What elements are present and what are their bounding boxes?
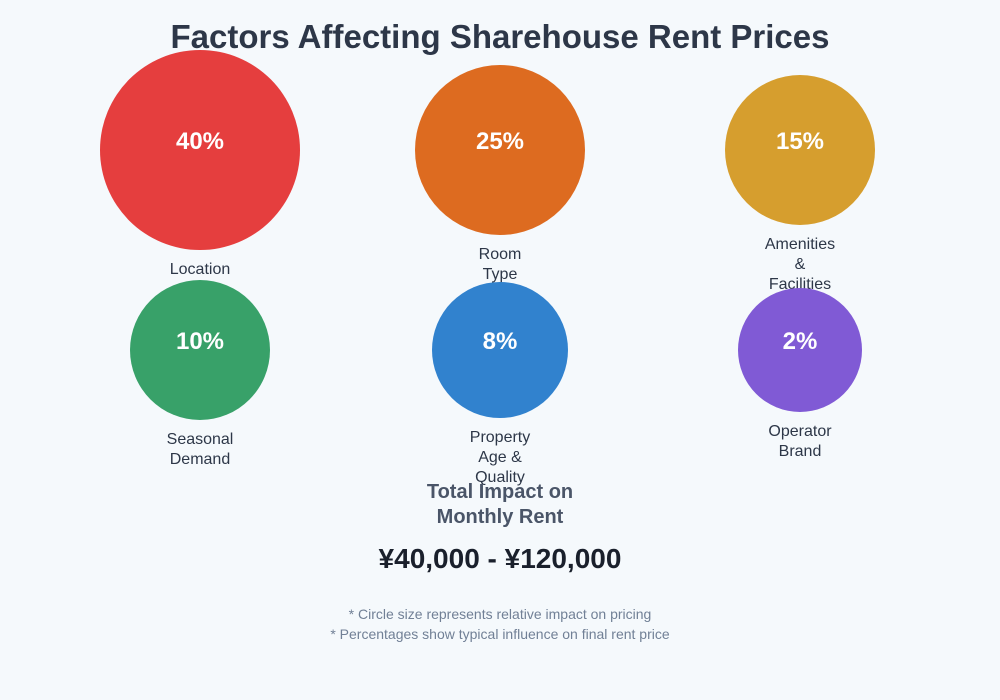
percent-label: 10% xyxy=(175,328,225,355)
factor-label: Amenities & Facilities xyxy=(764,236,836,293)
percent-label: 25% xyxy=(475,128,525,155)
factor-label: Location xyxy=(169,261,231,278)
factor-label: Property Age & Quality xyxy=(469,429,531,486)
bubble-seasonal-demand xyxy=(130,280,270,420)
total-impact-heading: Total Impact on Monthly Rent xyxy=(0,480,1000,530)
percent-label: 15% xyxy=(775,128,825,155)
rent-range: ¥40,000 - ¥120,000 xyxy=(378,543,622,574)
bubble-property-age-quality xyxy=(432,282,568,418)
percent-label: 8% xyxy=(482,328,518,355)
percent-label: 40% xyxy=(175,128,225,155)
bubble-amenities-facilities xyxy=(725,75,875,225)
factor-label: Room Type xyxy=(478,246,522,283)
bubble-location xyxy=(100,50,300,250)
footnote-circle-size: * Circle size represents relative impact… xyxy=(348,606,652,622)
total-impact-line1: Total Impact on xyxy=(426,481,574,503)
total-impact-line2: Monthly Rent xyxy=(436,506,564,528)
factor-label: Operator Brand xyxy=(768,423,832,460)
page-title: Factors Affecting Sharehouse Rent Prices xyxy=(170,18,830,55)
bubble-room-type xyxy=(415,65,585,235)
footnote-percentages: * Percentages show typical influence on … xyxy=(330,626,670,642)
bubble-operator-brand xyxy=(738,288,862,412)
percent-label: 2% xyxy=(782,328,818,355)
factor-label: Seasonal Demand xyxy=(166,431,234,468)
